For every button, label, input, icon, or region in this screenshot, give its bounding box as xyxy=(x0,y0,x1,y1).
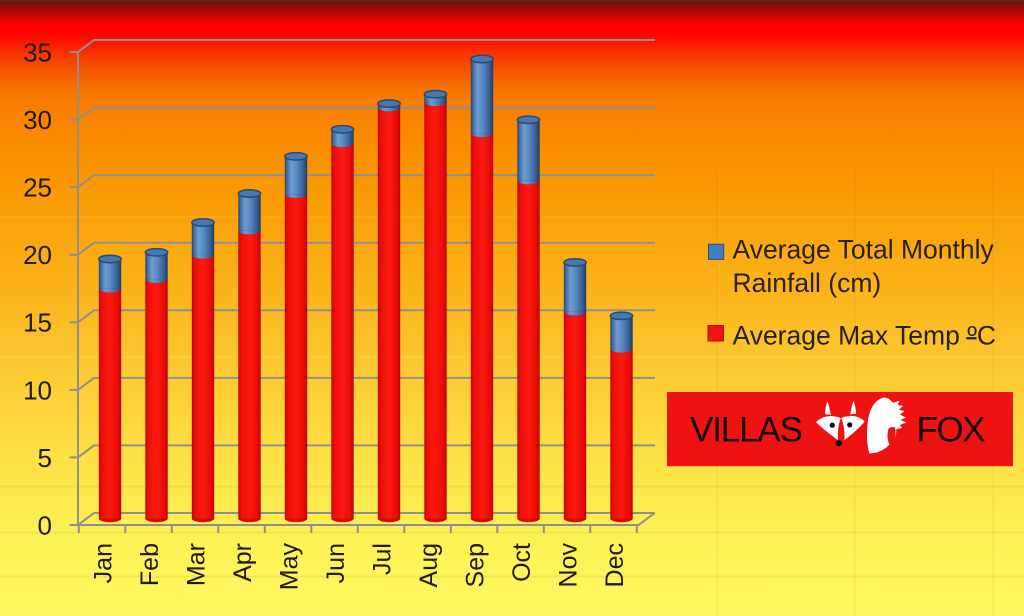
svg-text:Rainfall (cm): Rainfall (cm) xyxy=(733,268,882,298)
svg-text:35: 35 xyxy=(23,37,52,67)
svg-text:15: 15 xyxy=(23,308,52,338)
svg-text:FOX: FOX xyxy=(917,411,986,450)
svg-text:30: 30 xyxy=(23,105,52,135)
svg-text:Sep: Sep xyxy=(461,543,489,587)
svg-text:Jul: Jul xyxy=(368,543,396,575)
svg-text:Jan: Jan xyxy=(89,543,117,583)
svg-text:Apr: Apr xyxy=(229,543,257,582)
svg-text:5: 5 xyxy=(38,443,52,473)
svg-text:Average Total Monthly: Average Total Monthly xyxy=(733,235,995,265)
svg-text:VILLAS: VILLAS xyxy=(690,411,802,450)
svg-text:Oct: Oct xyxy=(508,543,536,582)
svg-text:Nov: Nov xyxy=(554,543,582,588)
svg-text:Dec: Dec xyxy=(601,543,629,587)
svg-text:May: May xyxy=(275,543,303,591)
svg-text:10: 10 xyxy=(23,375,52,405)
svg-text:20: 20 xyxy=(23,240,52,270)
svg-text:Jun: Jun xyxy=(322,543,350,583)
svg-text:0: 0 xyxy=(38,510,52,540)
svg-text:Feb: Feb xyxy=(136,543,164,586)
svg-text:25: 25 xyxy=(23,173,52,203)
svg-text:Mar: Mar xyxy=(182,543,210,586)
svg-text:Average Max Temp ºC: Average Max Temp ºC xyxy=(733,321,997,351)
svg-text:Aug: Aug xyxy=(415,543,443,587)
